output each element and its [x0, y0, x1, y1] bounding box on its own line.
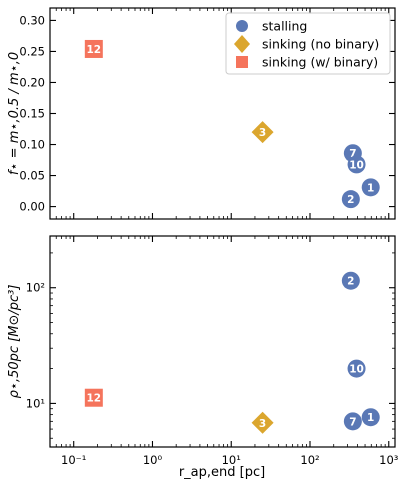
marker-circle: [347, 359, 366, 378]
data-point-label: 10: [349, 159, 364, 171]
legend-frame: [225, 12, 391, 75]
top-y-tick-label: 0.10: [19, 138, 45, 152]
marker-circle: [341, 271, 360, 290]
top-y-ticks: 0.00 0.05 0.10 0.15 0.20 0.25 0.30: [19, 13, 395, 214]
marker-diamond: [251, 411, 274, 434]
data-point-label: 2: [347, 194, 354, 206]
bottom-x-ticks: 10⁻¹ 10⁰ 10¹ 10² 10³: [49, 236, 399, 467]
legend-label-stalling: stalling: [262, 19, 307, 34]
data-point-square-12: 12: [84, 388, 103, 407]
x-tick-label: 10¹: [222, 453, 241, 467]
bottom-panel-frame: [49, 235, 396, 448]
data-point-label: 12: [87, 44, 102, 56]
data-point-label: 10: [349, 364, 364, 376]
marker-circle: [361, 178, 380, 197]
data-point-label: 12: [87, 393, 102, 405]
marker-circle: [343, 412, 362, 431]
data-point-circle-2: 2: [341, 271, 360, 290]
data-point-diamond-3: 3: [251, 411, 274, 434]
x-axis-label: r_ap,end [pc]: [179, 465, 265, 480]
data-point-circle-7: 7: [343, 412, 362, 431]
marker-circle: [347, 155, 366, 174]
marker-diamond: [251, 121, 274, 144]
x-tick-label: 10⁻¹: [61, 453, 86, 467]
data-point-label: 3: [259, 418, 266, 430]
marker-circle: [341, 190, 360, 209]
marker-circle: [361, 408, 380, 427]
data-point-diamond-3: 3: [251, 121, 274, 144]
x-tick-label: 10²: [300, 453, 319, 467]
bottom-y-tick-label: 10²: [26, 281, 45, 295]
top-y-tick-label: 0.00: [19, 200, 45, 214]
top-y-tick-label: 0.25: [19, 44, 45, 58]
top-y-tick-label: 0.30: [19, 13, 45, 27]
legend-marker-stalling: [236, 20, 248, 32]
data-point-circle-10: 10: [347, 155, 366, 174]
data-point-circle-2: 2: [341, 190, 360, 209]
top-y-tick-label: 0.15: [19, 107, 45, 121]
bottom-y-axis-label: ρ⋆,50pc [M⊙/pc³]: [7, 285, 22, 399]
data-point-label: 3: [259, 127, 266, 139]
legend-label-sinking-no-binary: sinking (no binary): [262, 37, 379, 52]
x-tick-label: 10⁰: [143, 453, 163, 467]
data-point-label: 7: [349, 148, 356, 160]
legend-marker-sinking-w-binary: [236, 56, 248, 68]
marker-square: [84, 388, 103, 407]
bottom-data-points: 2 10 17 3 12: [84, 271, 380, 434]
top-y-tick-label: 0.20: [19, 75, 45, 89]
bottom-y-ticks: 10¹ 10²: [26, 252, 395, 439]
legend-marker-sinking-no-binary: [234, 35, 250, 53]
top-x-ticks: [49, 8, 390, 219]
data-point-circle-1: 1: [361, 178, 380, 197]
top-y-tick-label: 0.05: [19, 169, 45, 183]
legend: stalling sinking (no binary) sinking (w/…: [225, 12, 391, 75]
data-point-label: 7: [349, 416, 356, 428]
x-tick-label: 10³: [379, 453, 399, 467]
data-point-circle-1: 1: [361, 408, 380, 427]
top-y-axis-label: f⋆ = m⋆,0.5 / m⋆,0: [7, 52, 22, 175]
marker-square: [84, 39, 103, 58]
legend-label-sinking-w-binary: sinking (w/ binary): [262, 55, 378, 70]
data-point-label: 2: [347, 276, 354, 288]
data-point-circle-10: 10: [347, 359, 366, 378]
data-point-label: 1: [367, 182, 374, 194]
data-point-square-12: 12: [84, 39, 103, 58]
bottom-y-tick-label: 10¹: [26, 396, 45, 410]
data-point-label: 1: [367, 412, 374, 424]
bottom-panel: 10¹ 10² 10⁻¹ 10⁰ 10¹ 10² 10³ 2 10 17 3 12 ρ⋆,50pc…: [7, 235, 399, 480]
